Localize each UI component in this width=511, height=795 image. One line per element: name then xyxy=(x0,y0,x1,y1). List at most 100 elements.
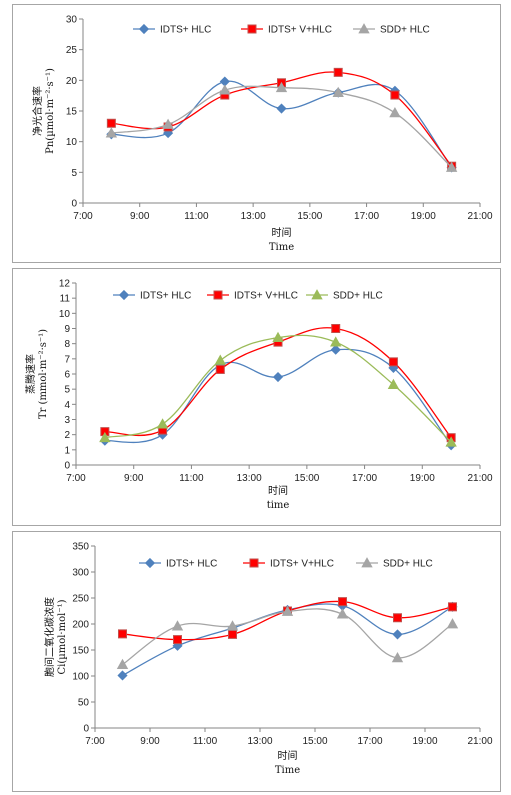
y-tick-label: 25 xyxy=(66,45,78,56)
data-point xyxy=(117,670,128,681)
data-point xyxy=(393,613,402,623)
y-tick-label: 5 xyxy=(64,385,70,396)
data-point xyxy=(105,127,118,138)
legend-marker xyxy=(358,23,370,34)
data-point xyxy=(106,118,116,128)
data-point xyxy=(333,67,343,77)
chart-ci: 0 50 100 150 200 250 300 350 7:00 9:00 11:00 13:00 1… xyxy=(43,542,493,777)
data-point xyxy=(214,354,226,365)
series-2 xyxy=(118,597,457,645)
x-tick-label: 19:00 xyxy=(411,211,436,222)
data-point xyxy=(336,608,349,619)
chart-pn: 0 5 10 15 20 25 30 7:00 9:00 11:00 13:00 15:00 17:00… xyxy=(31,15,493,254)
x-tick-label: 13:00 xyxy=(237,473,262,484)
y-tick-label: 1 xyxy=(64,445,70,456)
y-tick-label: 15 xyxy=(66,107,78,118)
x-axis-title-cn: 时间 xyxy=(278,749,298,762)
x-tick-label: 11:00 xyxy=(184,211,209,222)
x-tick-label: 11:00 xyxy=(179,473,204,484)
x-tick-label: 9:00 xyxy=(140,736,160,747)
x-tick-label: 15:00 xyxy=(297,211,322,222)
legend-marker xyxy=(213,290,223,300)
data-point xyxy=(390,90,400,100)
x-axis-title-en: time xyxy=(267,500,290,511)
data-point xyxy=(448,602,457,612)
series-line xyxy=(111,85,453,168)
legend-label: SDD+ HLC xyxy=(380,25,430,36)
data-point xyxy=(446,618,459,629)
legend-marker xyxy=(311,289,323,300)
x-tick-label: 13:00 xyxy=(247,736,272,747)
legend-label: IDTS+ V+HLC xyxy=(270,559,334,570)
y-tick-label: 100 xyxy=(72,672,89,683)
y-tick-label: 4 xyxy=(64,400,70,411)
series-3 xyxy=(116,605,459,669)
y-axis-title-cn: 胞间二氧化碳浓度 xyxy=(43,597,56,677)
data-point xyxy=(219,84,231,95)
y-tick-label: 3 xyxy=(64,415,70,426)
legend-label: SDD+ HLC xyxy=(333,291,383,302)
legend-marker xyxy=(118,289,130,301)
y-tick-label: 350 xyxy=(72,542,89,553)
y-axis-title-en: Pn(µmol·m⁻²·s⁻¹) xyxy=(45,68,56,154)
data-point xyxy=(226,620,239,631)
legend-marker xyxy=(247,24,257,34)
data-point xyxy=(99,431,111,443)
data-point xyxy=(331,324,341,333)
data-point xyxy=(215,364,225,374)
x-axis-title-en: Time xyxy=(275,765,300,776)
data-point xyxy=(388,357,398,367)
x-tick-label: 7:00 xyxy=(73,211,93,222)
legend-marker xyxy=(249,558,259,568)
data-point xyxy=(392,629,403,640)
legend-label: SDD+ HLC xyxy=(383,559,433,570)
x-axis-title-cn: 时间 xyxy=(272,226,292,239)
chart-panel-ci: 0 50 100 150 200 250 300 350 7:00 9:00 11:00 13:00 1… xyxy=(12,531,501,792)
series-line xyxy=(104,334,452,443)
x-axis-title-cn: 时间 xyxy=(268,484,288,497)
x-tick-label: 17:00 xyxy=(354,211,379,222)
y-tick-label: 12 xyxy=(59,279,71,290)
y-tick-label: 0 xyxy=(64,461,70,472)
data-point xyxy=(116,658,129,669)
x-axis-title-en: Time xyxy=(269,242,294,253)
x-tick-label: 9:00 xyxy=(124,473,144,484)
data-point xyxy=(173,635,182,645)
legend-marker xyxy=(144,557,156,569)
legend-label: IDTS+ HLC xyxy=(160,25,211,36)
series-line xyxy=(111,80,453,168)
x-tick-label: 19:00 xyxy=(410,473,435,484)
data-point xyxy=(281,605,294,616)
x-tick-label: 15:00 xyxy=(294,473,319,484)
y-tick-label: 150 xyxy=(72,646,89,657)
legend-marker xyxy=(138,23,150,35)
x-tick-label: 7:00 xyxy=(85,736,105,747)
x-tick-label: 17:00 xyxy=(352,473,377,484)
x-tick-label: 11:00 xyxy=(193,736,218,747)
data-point xyxy=(445,436,457,447)
data-point xyxy=(162,118,174,129)
legend-label: IDTS+ HLC xyxy=(140,291,191,302)
x-tick-label: 21:00 xyxy=(467,473,492,484)
data-point xyxy=(391,651,404,663)
data-point xyxy=(275,81,288,93)
data-point xyxy=(276,103,287,114)
data-point xyxy=(272,331,284,342)
data-point xyxy=(445,161,458,172)
legend-label: IDTS+ V+HLC xyxy=(234,291,298,302)
x-tick-label: 21:00 xyxy=(467,211,492,222)
data-point xyxy=(389,107,401,118)
y-tick-label: 6 xyxy=(64,370,70,381)
y-tick-label: 200 xyxy=(72,620,89,631)
y-tick-label: 10 xyxy=(66,137,78,148)
data-point xyxy=(228,629,237,639)
y-tick-label: 2 xyxy=(64,430,70,441)
data-point xyxy=(330,344,341,355)
y-tick-label: 50 xyxy=(78,698,90,709)
series-2 xyxy=(100,324,456,443)
x-tick-label: 17:00 xyxy=(357,736,382,747)
data-point xyxy=(171,620,184,631)
data-point xyxy=(156,418,169,429)
y-tick-label: 7 xyxy=(64,354,70,365)
